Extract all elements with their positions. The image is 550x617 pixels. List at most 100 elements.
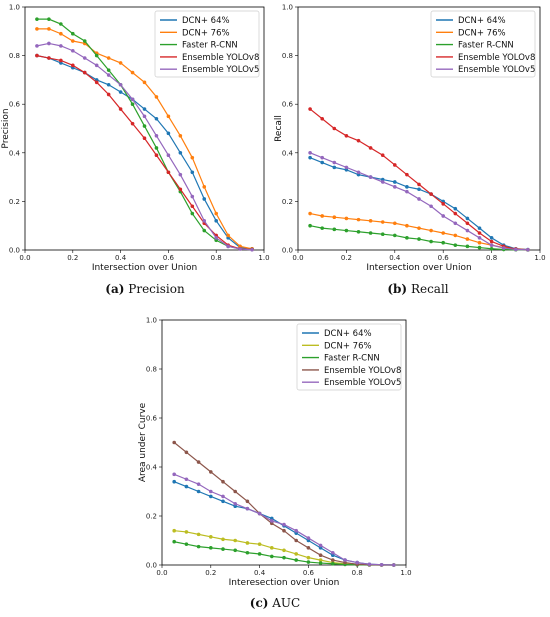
data-point — [154, 133, 159, 138]
data-point — [367, 562, 372, 567]
data-point — [172, 539, 176, 544]
data-point — [196, 532, 201, 537]
data-point — [294, 558, 299, 562]
legend-label: DCN+ 76% — [324, 341, 372, 351]
x-tick-label: 1.0 — [400, 569, 411, 577]
data-point — [405, 172, 409, 177]
series-4 — [308, 107, 530, 252]
x-tick-label: 0.0 — [156, 569, 167, 577]
x-tick-label: 0.2 — [67, 254, 78, 262]
data-point — [318, 553, 323, 557]
data-point — [526, 247, 530, 252]
legend-label: Faster R-CNN — [324, 354, 380, 364]
data-point — [71, 39, 75, 43]
data-point — [196, 460, 201, 464]
y-tick-label: 0.8 — [9, 52, 20, 60]
data-point — [344, 133, 349, 138]
data-point — [184, 477, 189, 482]
data-point — [465, 228, 470, 233]
y-tick-label: 0.0 — [9, 247, 20, 255]
data-point — [142, 124, 147, 128]
data-point — [209, 494, 213, 499]
data-point — [178, 133, 183, 138]
data-point — [184, 450, 189, 455]
data-point — [142, 136, 147, 141]
plot-frame — [297, 6, 541, 251]
y-tick-label: 0.6 — [282, 101, 294, 109]
caption-text: AUC — [271, 596, 300, 610]
data-point — [59, 22, 63, 26]
data-point — [184, 484, 189, 489]
data-point — [106, 82, 111, 87]
data-point — [233, 489, 237, 494]
data-point — [166, 114, 171, 119]
plot-frame — [24, 6, 265, 251]
caption-text: Recall — [411, 282, 449, 296]
data-point — [245, 499, 250, 504]
data-point — [71, 63, 75, 68]
data-point — [368, 146, 373, 150]
x-tick-label: 0.8 — [211, 254, 222, 262]
x-tick-label: 0.6 — [438, 254, 450, 262]
caption-tag: (c) — [250, 596, 269, 610]
data-point — [308, 211, 312, 216]
chart-panel-2: 0.0 0.2 0.4 0.6 0.8 1.0 0.0 0.2 0.4 0.6 0.8 1.0 Inte… — [274, 4, 546, 297]
legend-label: Ensemble YOLOv5 — [324, 378, 401, 388]
legend-box — [154, 10, 260, 78]
y-tick-label: 0.8 — [146, 366, 157, 374]
data-point — [282, 548, 286, 553]
x-tick-label: 1.0 — [534, 254, 545, 262]
data-point — [209, 489, 213, 494]
data-point — [477, 245, 482, 250]
data-point — [166, 153, 171, 158]
data-point — [130, 102, 135, 106]
data-point — [405, 185, 409, 189]
data-point — [356, 229, 361, 234]
data-point — [332, 160, 337, 165]
data-point — [47, 56, 51, 60]
data-point — [245, 506, 250, 511]
data-point — [130, 97, 135, 102]
data-point — [306, 555, 311, 560]
x-axis-label: Intersection over Union — [92, 263, 197, 273]
data-point — [94, 63, 99, 68]
data-point — [35, 27, 39, 31]
data-point — [417, 187, 421, 192]
data-point — [368, 175, 373, 179]
data-point — [202, 197, 207, 201]
panel-caption: (c) AUC — [250, 596, 300, 610]
data-point — [47, 27, 51, 31]
data-point — [320, 155, 325, 160]
data-point — [154, 146, 159, 150]
series-1 — [308, 155, 530, 252]
data-point — [417, 237, 421, 241]
caption-tag: (b) — [387, 282, 407, 296]
data-point — [209, 546, 213, 550]
x-tick-label: 0.8 — [352, 569, 363, 577]
data-point — [130, 121, 135, 126]
y-tick-label: 0.2 — [282, 198, 293, 206]
data-point — [118, 107, 123, 111]
data-point — [178, 172, 183, 177]
data-point — [320, 160, 325, 165]
data-point — [106, 92, 111, 97]
data-point — [172, 479, 176, 484]
data-point — [270, 519, 274, 523]
x-tick-label: 0.8 — [486, 254, 497, 262]
chart-panel-3: 0.0 0.2 0.4 0.6 0.8 1.0 0.0 0.2 0.4 0.6 0.8 1.0 Inte… — [138, 317, 412, 611]
data-point — [118, 90, 123, 94]
data-point — [429, 192, 433, 196]
data-point — [196, 544, 201, 549]
x-tick-label: 0.4 — [254, 569, 266, 577]
data-point — [318, 561, 323, 565]
data-point — [392, 563, 396, 567]
data-point — [226, 244, 230, 249]
data-point — [344, 216, 349, 221]
data-point — [214, 211, 218, 216]
data-point — [59, 31, 63, 36]
y-tick-label: 0.2 — [146, 513, 157, 521]
y-tick-label: 1.0 — [146, 317, 157, 325]
y-tick-label: 0.8 — [282, 52, 293, 60]
data-point — [344, 165, 349, 170]
